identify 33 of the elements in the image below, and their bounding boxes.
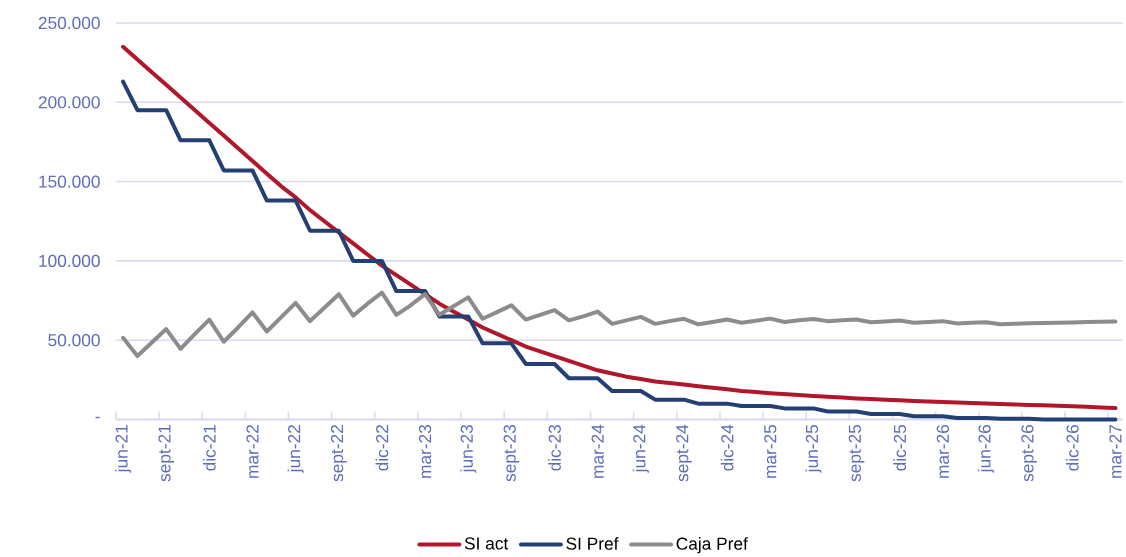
x-tick-label: mar-22 [246, 425, 259, 478]
y-tick-label: 250.000 [38, 16, 100, 30]
x-tick-label: dic-24 [720, 424, 734, 471]
x-tick-label: mar-24 [591, 424, 604, 478]
legend-label: SI act [464, 537, 509, 550]
x-tick-label: mar-26 [936, 424, 949, 478]
x-tick-label: sept-26 [1021, 424, 1037, 482]
x-tick-label: jun-21 [114, 425, 132, 473]
x-tick-label: jun-22 [287, 425, 304, 473]
x-tick-label: sept-21 [158, 425, 175, 482]
x-tick-label: sept-24 [676, 424, 692, 482]
x-tick-label: jun-26 [977, 424, 995, 473]
y-tick-label: 150.000 [39, 175, 100, 188]
x-tick-label: sept-23 [503, 424, 520, 482]
y-tick-label: 200.000 [38, 96, 100, 109]
x-tick-label: dic-21 [202, 425, 216, 471]
x-tick-label: dic-26 [1065, 424, 1079, 471]
legend-label: SI Pref [566, 537, 619, 550]
x-tick-label: jun-23 [460, 424, 477, 473]
x-tick-label: mar-25 [764, 424, 777, 478]
y-tick-label: 100.000 [39, 254, 100, 268]
legend-label: Caja Pref [676, 537, 748, 554]
x-tick-label: mar-27 [1109, 425, 1122, 478]
x-tick-label: sept-22 [330, 425, 347, 482]
x-tick-label: dic-23 [548, 424, 561, 471]
x-tick-label: dic-25 [893, 424, 907, 471]
y-tick-label: - [95, 416, 100, 419]
x-tick-label: dic-22 [375, 425, 389, 471]
y-tick-label: 50.000 [48, 334, 100, 347]
x-tick-label: jun-25 [805, 424, 822, 473]
x-tick-label: jun-24 [632, 424, 649, 473]
x-tick-label: sept-25 [848, 424, 865, 482]
x-tick-label: mar-23 [418, 424, 432, 478]
